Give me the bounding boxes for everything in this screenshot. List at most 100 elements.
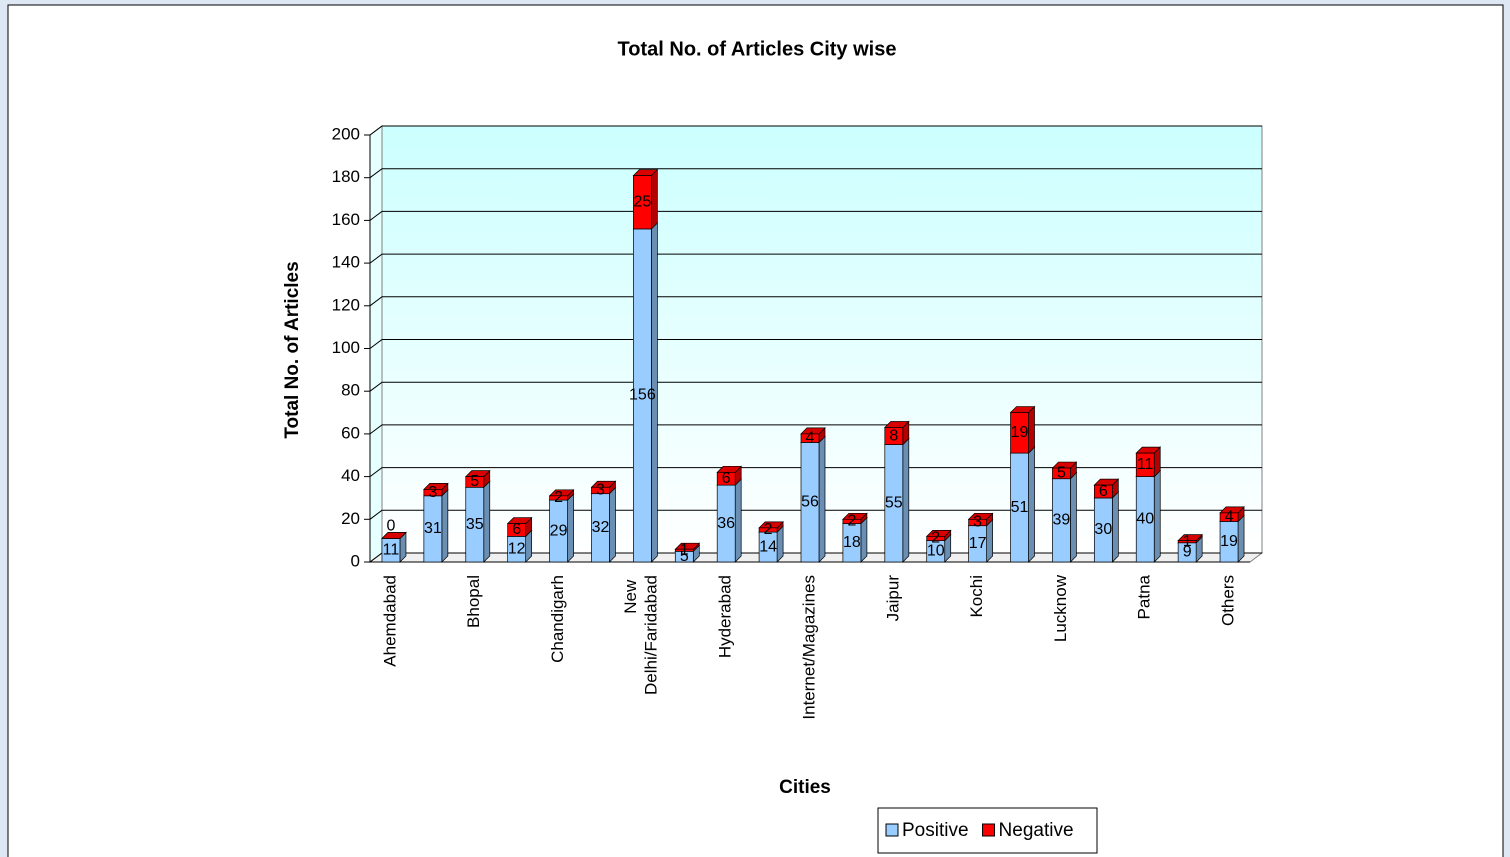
- data-label: 39: [1053, 512, 1071, 529]
- data-label: 55: [885, 495, 903, 512]
- y-tick-label: 80: [341, 381, 360, 400]
- bar-side: [609, 486, 616, 563]
- data-label: 29: [550, 522, 568, 539]
- grid-line: [369, 210, 1262, 221]
- bar-side: [1153, 469, 1161, 563]
- y-tick-label: 0: [351, 551, 360, 570]
- chart-title: Total No. of Articles City wise: [618, 38, 897, 60]
- data-label: 3: [596, 482, 605, 499]
- legend-label: Negative: [999, 820, 1074, 841]
- x-axis-title: Cities: [779, 777, 831, 798]
- bar: [716, 471, 736, 486]
- grid-line: [369, 168, 1262, 179]
- bar-side: [651, 168, 658, 230]
- bar-top: [381, 532, 407, 539]
- data-label: 2: [764, 521, 773, 538]
- bar-side: [902, 437, 910, 563]
- bar: [926, 536, 946, 542]
- y-tick-label: 40: [341, 466, 360, 485]
- x-tick-label: Chandigarh: [548, 575, 567, 663]
- data-label: 10: [927, 543, 945, 560]
- bar-side: [1070, 471, 1077, 563]
- x-tick-label: Patna: [1135, 574, 1154, 619]
- bar: [633, 175, 652, 230]
- y-tick-label: 180: [332, 167, 360, 186]
- data-label: 40: [1136, 511, 1154, 528]
- y-tick-label: 140: [332, 253, 360, 272]
- x-tick-label: New Delhi/Faridabad: [622, 575, 661, 695]
- data-label: 1: [680, 541, 689, 558]
- x-tick-label: Internet/Magazines: [799, 575, 818, 720]
- data-label: 36: [717, 515, 735, 532]
- bar: [884, 427, 904, 445]
- data-label: 25: [633, 193, 651, 210]
- data-label: 14: [759, 538, 777, 555]
- y-tick-label: 100: [332, 338, 360, 357]
- bar-side: [1111, 491, 1119, 563]
- data-label: 3: [428, 484, 437, 501]
- data-label: 2: [847, 513, 856, 530]
- bar-side: [483, 480, 491, 563]
- legend-swatch: [885, 823, 899, 837]
- y-tick-label: 200: [332, 124, 360, 143]
- x-tick-label: Lucknow: [1051, 574, 1070, 642]
- bar: [842, 518, 862, 524]
- data-label: 56: [801, 493, 819, 510]
- data-label: 1: [1183, 533, 1192, 550]
- data-label: 2: [931, 530, 940, 547]
- bar: [674, 548, 694, 552]
- data-label: 0: [386, 518, 395, 535]
- grid-line: [369, 125, 1262, 136]
- bar-side: [441, 488, 449, 563]
- bar: [758, 527, 778, 533]
- data-label: 35: [466, 516, 484, 533]
- grid-line: [369, 339, 1262, 349]
- y-tick-label: 20: [341, 509, 360, 528]
- bar: [1219, 512, 1239, 522]
- data-label: 4: [806, 429, 815, 446]
- bar: [1135, 452, 1155, 477]
- data-label: 51: [1011, 499, 1029, 516]
- legend-label: Positive: [902, 820, 969, 841]
- data-label: 19: [1220, 533, 1238, 550]
- grid-line: [369, 381, 1262, 392]
- grid-line: [369, 424, 1262, 435]
- data-label: 6: [1099, 483, 1108, 500]
- data-label: 18: [843, 534, 861, 551]
- grid-line: [369, 253, 1262, 264]
- data-label: 12: [508, 540, 526, 557]
- data-label: 6: [512, 521, 521, 538]
- bar: [465, 476, 485, 488]
- grid-line: [369, 509, 1262, 520]
- y-tick-label: 120: [332, 295, 360, 314]
- x-tick-label: Hyderabad: [716, 575, 735, 658]
- data-label: 19: [1011, 424, 1029, 441]
- legend-swatch: [982, 823, 996, 837]
- data-label: 30: [1094, 521, 1112, 538]
- data-label: 9: [1183, 544, 1192, 561]
- bar-side: [1028, 446, 1035, 563]
- data-label: 17: [969, 535, 987, 552]
- x-tick-label: Ahemdabad: [380, 575, 399, 667]
- bar: [1177, 540, 1197, 544]
- data-label: 5: [680, 548, 689, 565]
- bar-side: [860, 516, 868, 563]
- bar: [1010, 412, 1029, 454]
- bar: [423, 489, 443, 497]
- bar: [1052, 467, 1071, 480]
- grid-line: [369, 296, 1262, 307]
- bar: [1093, 484, 1113, 499]
- data-label: 4: [1225, 508, 1234, 525]
- bar: [549, 495, 568, 501]
- bar: [591, 486, 610, 495]
- y-axis-title: Total No. of Articles: [282, 261, 303, 438]
- x-tick-label: Bhopal: [464, 575, 483, 628]
- x-tick-label: Kochi: [967, 575, 986, 618]
- data-label: 2: [554, 489, 563, 506]
- data-label: 156: [629, 387, 656, 404]
- bar: [507, 523, 527, 537]
- data-label: 11: [1137, 456, 1154, 473]
- data-label: 11: [383, 541, 400, 558]
